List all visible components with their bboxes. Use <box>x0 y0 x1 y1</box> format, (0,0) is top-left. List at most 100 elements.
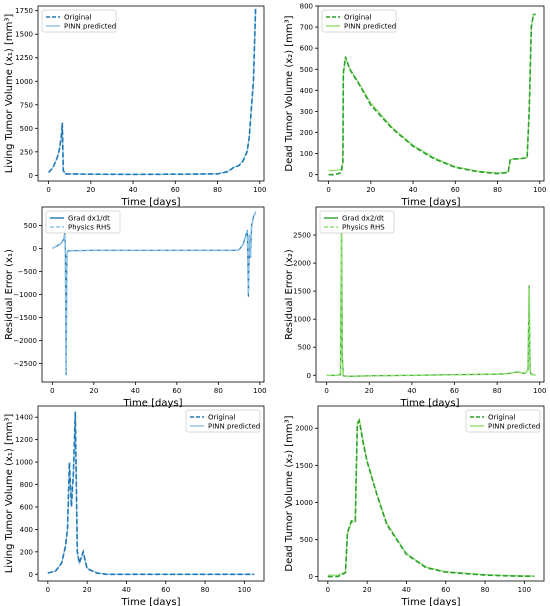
residual-x2-xtick-label: 20 <box>365 387 374 395</box>
living-volume-a-xtick-label: 60 <box>171 186 180 194</box>
living-volume-b-ytick-label: 400 <box>20 526 33 534</box>
dead-volume-b-ytick-label: 2000 <box>295 425 313 433</box>
residual-x1-ytick-label: −2000 <box>13 337 37 345</box>
residual-x2-xlabel: Time [days] <box>399 398 459 409</box>
dead-volume-b-legend-label: PINN predicted <box>488 423 540 431</box>
residual-x1-xlabel: Time [days] <box>122 398 182 409</box>
residual-x2-ytick-label: 500 <box>298 344 311 352</box>
dead-volume-a-ytick-label: 400 <box>300 87 313 95</box>
living-volume-a-xtick-label: 100 <box>253 186 266 194</box>
living-volume-b-xtick-label: 0 <box>46 586 50 594</box>
living-volume-a-ytick-label: 1750 <box>15 7 33 15</box>
dead-volume-b-series-original <box>327 418 535 578</box>
dead-volume-a-ytick-label: 700 <box>300 24 313 32</box>
residual-x2-xtick-label: 100 <box>533 387 546 395</box>
dead-volume-b-xtick-label: 60 <box>441 586 450 594</box>
living-volume-b-xlabel: Time [days] <box>120 597 180 606</box>
residual-x1-xtick-label: 80 <box>214 387 223 395</box>
dead-volume-a-ytick-label: 100 <box>300 150 313 158</box>
living-volume-a-frame <box>37 5 265 182</box>
dead-volume-a-ytick-label: 800 <box>300 3 313 11</box>
living-volume-a-legend-label: PINN predicted <box>64 23 116 31</box>
dead-volume-b-legend-label: Original <box>488 414 515 422</box>
residual-x1-xtick-label: 0 <box>50 387 54 395</box>
residual-x2-ytick-label: 1500 <box>293 288 311 296</box>
residual-x2-ytick-label: 1000 <box>293 316 311 324</box>
residual-x2-xtick-label: 80 <box>493 387 502 395</box>
residual-x1-xtick-label: 60 <box>172 387 181 395</box>
dead-volume-b-xlabel: Time [days] <box>400 597 460 606</box>
dead-volume-a-xtick-label: 0 <box>326 186 330 194</box>
residual-x1-ytick-label: 500 <box>24 222 37 230</box>
dead-volume-a-xtick-label: 60 <box>451 186 460 194</box>
living-volume-a-ylabel: Living Tumor Volume (x₁) [mm³] <box>4 14 15 174</box>
living-volume-a-ytick-label: 250 <box>20 148 33 156</box>
residual-x2-xtick-label: 60 <box>450 387 459 395</box>
living-volume-b-xtick-label: 100 <box>238 586 251 594</box>
residual-x1-ylabel: Residual Error (x₁) <box>4 249 15 340</box>
living-volume-b-legend-label: Original <box>208 414 235 422</box>
living-volume-a-xtick-label: 40 <box>129 186 138 194</box>
dead-volume-a-xlabel: Time [days] <box>400 197 460 208</box>
living-volume-a-series-pinn-predicted <box>48 9 257 176</box>
living-volume-b-xtick-label: 40 <box>122 586 131 594</box>
living-volume-b-ytick-label: 1000 <box>15 459 33 467</box>
residual-x1-series-grad-dx1-dt <box>52 211 257 376</box>
living-volume-b-ytick-label: 0 <box>29 571 33 579</box>
dead-volume-a-xtick-label: 20 <box>366 186 375 194</box>
dead-volume-a-xtick-label: 100 <box>533 186 546 194</box>
living-volume-b-ytick-label: 200 <box>20 548 33 556</box>
residual-x2-ytick-label: 2000 <box>293 260 311 268</box>
residual-x2-xtick-label: 40 <box>407 387 416 395</box>
dead-volume-a-xtick-label: 40 <box>409 186 418 194</box>
dead-volume-b-series-pinn-predicted <box>327 417 535 577</box>
dead-volume-b-ylabel: Dead Tumor Volume (x₂) [mm³] <box>284 415 295 571</box>
dead-volume-a-legend-label: PINN predicted <box>344 23 396 31</box>
living-volume-a-ytick-label: 750 <box>20 101 33 109</box>
dead-volume-a-ytick-label: 300 <box>300 108 313 116</box>
dead-volume-b-xtick-label: 40 <box>402 586 411 594</box>
residual-x1-legend-label: Grad dx1/dt <box>68 215 110 223</box>
living-volume-b-ytick-label: 1200 <box>15 436 33 444</box>
dead-volume-b-frame <box>317 405 545 582</box>
dead-volume-a-ylabel: Dead Tumor Volume (x₂) [mm³] <box>284 15 295 171</box>
living-volume-a-ytick-label: 500 <box>20 125 33 133</box>
living-volume-b-ytick-label: 1400 <box>15 414 33 422</box>
residual-x2-series-physics-rhs <box>326 218 536 378</box>
dead-volume-a-ytick-label: 500 <box>300 66 313 74</box>
dead-volume-b-xtick-label: 20 <box>363 586 372 594</box>
residual-x1-ytick-label: −500 <box>18 268 37 276</box>
dead-volume-a-xtick-label: 80 <box>493 186 502 194</box>
dead-volume-b-xtick-label: 0 <box>326 586 330 594</box>
residual-x2-ylabel: Residual Error (x₂) <box>284 249 295 340</box>
living-volume-b-ytick-label: 800 <box>20 481 33 489</box>
living-volume-a-ytick-label: 1500 <box>15 31 33 39</box>
residual-x1-series-physics-rhs <box>52 211 257 373</box>
dead-volume-b-xtick-label: 100 <box>518 586 531 594</box>
residual-x2-series-grad-dx2-dt <box>326 215 536 378</box>
dead-volume-a-series-original <box>328 13 536 176</box>
dead-volume-a-ytick-label: 0 <box>309 171 313 179</box>
residual-x1-xtick-label: 20 <box>89 387 98 395</box>
dead-volume-a-frame <box>317 5 545 182</box>
residual-x1-chart: 0 20 40 60 80 100 −2500 −2000 −1500 −1000 −500 0 500… <box>4 206 267 409</box>
living-volume-a-xtick-label: 20 <box>86 186 95 194</box>
living-volume-b-series-original <box>47 411 255 576</box>
living-volume-b-frame <box>37 405 265 582</box>
living-volume-a-ytick-label: 1000 <box>15 78 33 86</box>
living-volume-a-ytick-label: 0 <box>29 172 33 180</box>
residual-x2-legend-label: Physics RHS <box>342 224 385 232</box>
living-volume-b-ylabel: Living Tumor Volume (x₁) [mm³] <box>4 414 15 574</box>
living-volume-a-ytick-label: 1250 <box>15 54 33 62</box>
dead-volume-a-ytick-label: 200 <box>300 129 313 137</box>
residual-x2-legend-label: Grad dx2/dt <box>342 215 384 223</box>
living-volume-b-xtick-label: 20 <box>83 586 92 594</box>
residual-x2-frame <box>315 206 545 383</box>
residual-x1-xtick-label: 40 <box>131 387 140 395</box>
dead-volume-b-ytick-label: 500 <box>300 536 313 544</box>
